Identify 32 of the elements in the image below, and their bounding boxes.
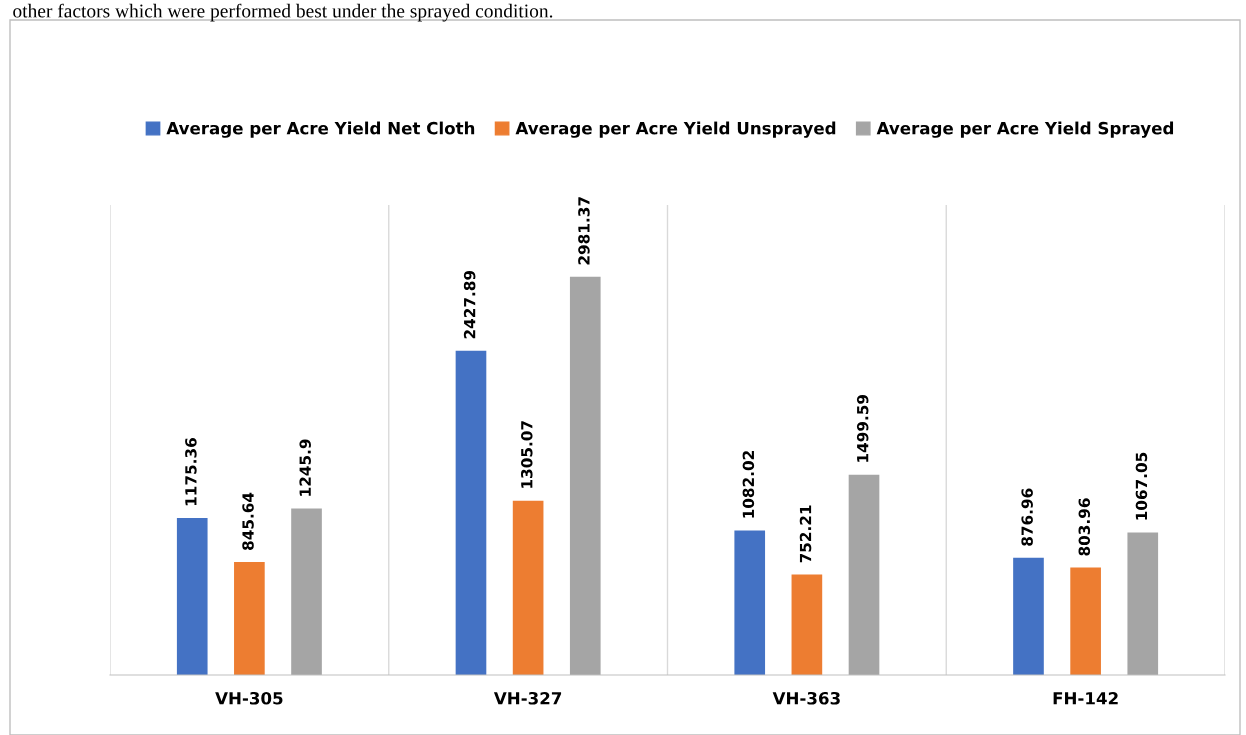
x-tick-label: VH-363 [772, 691, 840, 705]
data-label: 752.21 [799, 505, 812, 563]
x-tick-label: FH-142 [1053, 691, 1118, 705]
data-label: 876.96 [1021, 488, 1033, 546]
x-tick-label: VH-305 [215, 691, 283, 705]
data-label: 1067.05 [1135, 452, 1148, 520]
bar [176, 517, 208, 675]
data-label: 803.96 [1078, 498, 1091, 556]
x-tick-label: VH-327 [493, 691, 562, 705]
bar [291, 508, 322, 675]
bar [791, 574, 823, 675]
legend-label: Average per Acre Yield Sprayed [876, 121, 1174, 138]
bar [848, 474, 880, 675]
bar [512, 500, 544, 675]
data-label: 1175.36 [185, 438, 197, 506]
data-label: 1245.9 [299, 439, 311, 496]
data-label: 1082.02 [742, 451, 755, 518]
data-label: 1305.07 [521, 421, 533, 488]
bar [1013, 557, 1044, 675]
legend-label: Average per Acre Yield Net Cloth [166, 121, 475, 138]
bar [1127, 532, 1159, 675]
legend-label: Average per Acre Yield Unsprayed [515, 121, 836, 138]
data-label: 2981.37 [578, 197, 590, 265]
data-label: 2427.89 [463, 270, 476, 339]
text: other factors which were performed best under the sprayed condition. [13, 3, 553, 22]
bar [455, 350, 487, 675]
bar [1070, 567, 1101, 675]
data-label: 1499.59 [856, 394, 869, 462]
bar [234, 562, 265, 675]
bar [734, 530, 766, 675]
bar [569, 276, 601, 675]
data-label: 845.64 [242, 492, 254, 550]
